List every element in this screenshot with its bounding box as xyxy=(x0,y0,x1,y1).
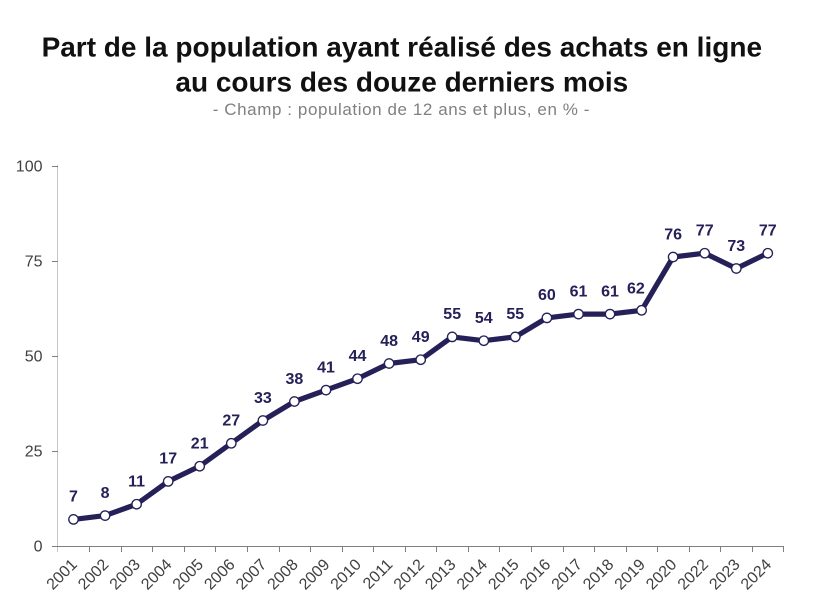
svg-text:55: 55 xyxy=(443,306,461,323)
svg-text:54: 54 xyxy=(475,310,493,327)
svg-text:100: 100 xyxy=(16,158,43,175)
svg-text:60: 60 xyxy=(538,287,556,304)
svg-text:33: 33 xyxy=(254,390,272,407)
svg-text:38: 38 xyxy=(286,371,304,388)
svg-text:73: 73 xyxy=(727,238,745,255)
svg-text:8: 8 xyxy=(101,485,110,502)
svg-text:55: 55 xyxy=(506,306,524,323)
svg-text:41: 41 xyxy=(317,359,335,376)
svg-text:44: 44 xyxy=(349,348,367,365)
svg-text:61: 61 xyxy=(601,283,619,300)
svg-text:49: 49 xyxy=(412,329,430,346)
svg-text:76: 76 xyxy=(664,226,682,243)
svg-text:Part de la population ayant ré: Part de la population ayant réalisé des … xyxy=(42,32,762,63)
svg-text:77: 77 xyxy=(696,223,714,240)
svg-text:17: 17 xyxy=(159,451,177,468)
svg-text:75: 75 xyxy=(25,253,43,270)
svg-text:62: 62 xyxy=(627,280,645,297)
svg-text:11: 11 xyxy=(128,474,145,491)
svg-text:25: 25 xyxy=(25,443,43,460)
svg-text:61: 61 xyxy=(570,283,588,300)
svg-text:au cours des douze derniers mo: au cours des douze derniers mois xyxy=(175,67,628,98)
svg-text:- Champ : population de 12 ans: - Champ : population de 12 ans et plus, … xyxy=(213,100,590,119)
svg-text:0: 0 xyxy=(34,539,43,556)
svg-text:7: 7 xyxy=(69,489,78,506)
svg-text:50: 50 xyxy=(25,348,43,365)
svg-text:48: 48 xyxy=(380,333,398,350)
svg-text:27: 27 xyxy=(222,413,240,430)
svg-text:77: 77 xyxy=(759,223,777,240)
svg-text:21: 21 xyxy=(191,436,209,453)
